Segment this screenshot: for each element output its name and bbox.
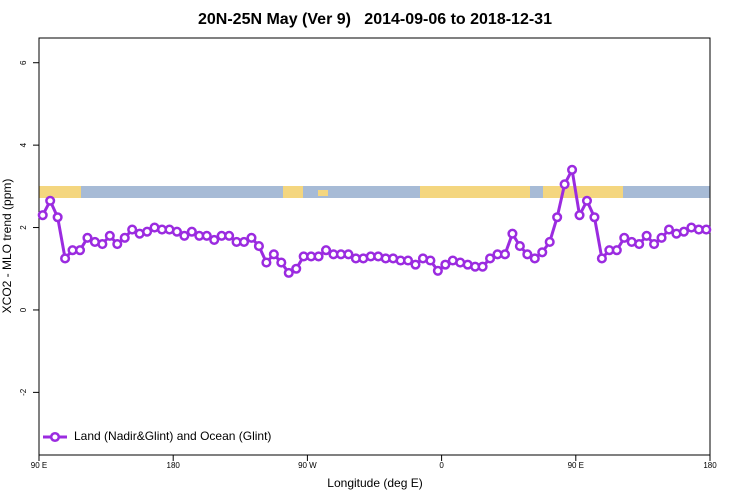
point xyxy=(477,261,488,272)
point xyxy=(559,179,570,190)
point xyxy=(291,263,302,274)
x-tick-label: 180 xyxy=(703,461,717,470)
y-tick-label: -2 xyxy=(19,388,28,396)
point xyxy=(403,255,414,266)
y-tick-label: 4 xyxy=(19,142,28,147)
point xyxy=(276,257,287,268)
point xyxy=(529,253,540,264)
point xyxy=(186,226,197,237)
chart-title: 20N-25N May (Ver 9) 2014-09-06 to 2018-1… xyxy=(198,11,552,28)
point xyxy=(581,195,593,206)
ocean xyxy=(39,186,710,198)
x-axis-label: Longitude (deg E) xyxy=(327,476,422,490)
point xyxy=(343,249,354,260)
point xyxy=(663,224,675,235)
land xyxy=(420,186,530,198)
point xyxy=(641,230,652,241)
point xyxy=(544,236,555,248)
point xyxy=(678,226,689,237)
point xyxy=(656,232,667,243)
point xyxy=(45,195,56,206)
point xyxy=(104,230,115,241)
point xyxy=(440,259,451,270)
point xyxy=(574,210,585,221)
point xyxy=(112,238,123,250)
point xyxy=(52,212,63,223)
x-tick-label: 90 E xyxy=(568,461,584,470)
point xyxy=(432,265,443,276)
point xyxy=(649,238,660,250)
point xyxy=(522,249,533,260)
point xyxy=(171,226,182,237)
point xyxy=(619,232,630,243)
point xyxy=(119,232,130,243)
point xyxy=(320,245,332,256)
x-tick-label: 180 xyxy=(167,461,181,470)
x-tick-label: 90 W xyxy=(298,461,317,470)
point xyxy=(507,228,518,239)
point xyxy=(485,253,496,264)
point xyxy=(179,230,190,241)
point xyxy=(611,245,622,256)
point xyxy=(514,241,525,252)
point xyxy=(238,236,250,248)
legend-label: Land (Nadir&Glint) and Ocean (Glint) xyxy=(74,429,271,443)
point xyxy=(634,238,645,250)
point xyxy=(268,249,279,260)
point xyxy=(499,249,511,260)
map-strip xyxy=(39,186,710,198)
land xyxy=(283,186,303,198)
point xyxy=(261,257,272,268)
point xyxy=(537,247,548,258)
land xyxy=(543,186,623,198)
y-tick-label: 2 xyxy=(19,225,28,230)
point xyxy=(142,226,153,237)
point xyxy=(410,259,421,270)
y-axis-label: XCO2 - MLO trend (ppm) xyxy=(0,179,14,314)
point xyxy=(82,232,93,243)
point xyxy=(283,267,294,278)
point xyxy=(589,212,600,223)
point xyxy=(201,230,212,241)
land xyxy=(318,190,328,196)
land xyxy=(39,186,81,198)
point xyxy=(127,224,138,235)
point xyxy=(313,251,324,262)
point xyxy=(97,238,108,250)
point xyxy=(74,245,86,256)
point xyxy=(701,224,712,235)
x-tick-label: 90 E xyxy=(31,461,47,470)
point xyxy=(224,230,235,241)
point xyxy=(60,253,71,264)
point xyxy=(567,164,578,175)
x-tick-label: 0 xyxy=(439,461,444,470)
point xyxy=(209,234,220,245)
y-tick-label: 0 xyxy=(19,307,28,312)
point xyxy=(596,253,607,264)
point xyxy=(552,212,563,223)
point xyxy=(253,241,264,252)
point xyxy=(37,210,48,221)
point xyxy=(425,255,436,266)
y-tick-label: 6 xyxy=(19,60,28,65)
legend-marker xyxy=(49,431,61,443)
plot-frame xyxy=(38,37,711,456)
point xyxy=(246,232,257,243)
